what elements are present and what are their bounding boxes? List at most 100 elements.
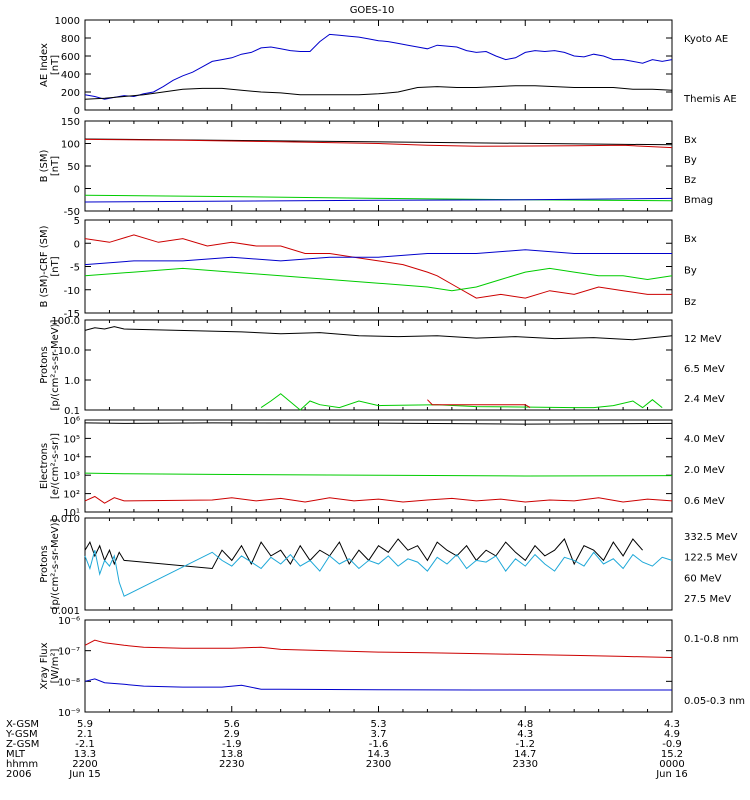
y-axis-label: [p/(cm²-s-sr-MeV)] bbox=[50, 518, 61, 609]
y-tick-label: 10⁻⁸ bbox=[58, 677, 80, 688]
y-tick-label: 0 bbox=[74, 106, 80, 117]
y-axis-label: [e/(cm²-s-sr)] bbox=[50, 433, 61, 499]
y-axis-label: Protons bbox=[39, 346, 50, 383]
x-axis-value: 14.7 bbox=[514, 749, 536, 760]
y-tick-label: 50 bbox=[67, 162, 80, 173]
series-line-0-05-0-3-nm bbox=[84, 678, 672, 691]
series-line-6-5-mev bbox=[260, 393, 663, 411]
x-axis-row-label: X-GSM bbox=[6, 719, 39, 730]
panel-5: 10¹ 10² 10³ 10⁴ 10⁵ 10⁶ Electrons [e/(cm²-s-sr)… bbox=[39, 416, 725, 519]
y-tick-label: 100 bbox=[61, 140, 80, 151]
y-tick-label: -15 bbox=[64, 309, 80, 320]
y-tick-label: 0 bbox=[74, 185, 80, 196]
x-axis-value: -2.1 bbox=[75, 739, 95, 750]
y-tick-label: 10⁻⁷ bbox=[58, 647, 80, 658]
x-axis-value: 5.6 bbox=[224, 719, 240, 730]
y-tick-label: 200 bbox=[61, 88, 80, 99]
y-tick-label: 600 bbox=[61, 52, 80, 63]
x-axis-row-label: Y-GSM bbox=[5, 729, 38, 740]
legend-entry: 6.5 MeV bbox=[684, 364, 725, 375]
x-axis-value: 2300 bbox=[366, 759, 391, 770]
y-tick-label: 10⁻⁹ bbox=[58, 708, 80, 719]
y-tick-label: 10² bbox=[63, 490, 80, 501]
x-axis-value: 0000 bbox=[659, 759, 684, 770]
x-axis-value: Jun 15 bbox=[68, 769, 101, 780]
legend-entry: 60 MeV bbox=[684, 573, 722, 584]
panel-frame bbox=[84, 319, 673, 411]
legend-entry: By bbox=[684, 155, 697, 166]
x-axis-value: 4.3 bbox=[664, 719, 680, 730]
legend-entry: 0.05-0.3 nm bbox=[684, 696, 745, 707]
legend-entry: 2.0 MeV bbox=[684, 465, 725, 476]
x-axis-value: 14.3 bbox=[367, 749, 389, 760]
legend-entry: Kyoto AE bbox=[684, 34, 728, 45]
series-line-bx bbox=[84, 249, 672, 266]
x-axis-row-label: Z-GSM bbox=[6, 739, 39, 750]
x-axis-table: X-GSM 5.9 5.6 5.3 4.8 4.3Y-GSM 2.1 2.9 3.7 4.3 4.9… bbox=[5, 719, 688, 780]
y-tick-label: 5 bbox=[74, 216, 80, 227]
series-line-bx bbox=[84, 197, 673, 203]
x-axis-row-label: hhmm bbox=[6, 759, 38, 770]
y-axis-label: B (SM) bbox=[39, 149, 50, 182]
y-axis-label: [p/(cm²-s-sr-MeV)] bbox=[50, 319, 61, 410]
x-axis-value: 2.1 bbox=[77, 729, 93, 740]
panel-7: 10⁻⁹ 10⁻⁸ 10⁻⁷ 10⁻⁶ Xray Flux [W/m²] 0.1-0.8 n… bbox=[39, 616, 745, 719]
x-axis-value: 13.3 bbox=[74, 749, 96, 760]
y-tick-label: 10⁴ bbox=[63, 453, 80, 464]
legend-entry: 0.1-0.8 nm bbox=[684, 634, 739, 645]
y-axis-label: [W/m²] bbox=[50, 648, 61, 683]
series-line-0-6-mev bbox=[84, 422, 673, 425]
legend-entry: 0.6 MeV bbox=[684, 496, 725, 507]
x-axis-row-label: MLT bbox=[6, 749, 26, 760]
legend-entry: Bx bbox=[684, 135, 697, 146]
panel-frame bbox=[84, 219, 673, 314]
x-axis-value: 15.2 bbox=[661, 749, 683, 760]
legend-entry: By bbox=[684, 266, 697, 277]
x-axis-value: Jun 16 bbox=[655, 769, 688, 780]
series-line-2-4-mev bbox=[84, 326, 673, 341]
x-axis-row-label: 2006 bbox=[6, 769, 31, 780]
series-line-12-mev bbox=[427, 399, 531, 409]
y-tick-label: 10¹ bbox=[63, 508, 80, 519]
series-line-by bbox=[84, 267, 673, 292]
y-tick-label: -50 bbox=[64, 207, 80, 218]
x-axis-value: -1.9 bbox=[222, 739, 242, 750]
x-axis-value: -1.2 bbox=[515, 739, 535, 750]
x-axis-value: 4.9 bbox=[664, 729, 680, 740]
y-tick-label: 0.1 bbox=[64, 406, 80, 417]
series-line-themis-ae bbox=[84, 85, 673, 100]
legend-entry: Bz bbox=[684, 175, 696, 186]
panel-6: 0.001 0.010 Protons [p/(cm²-s-sr-MeV)] 332.5… bbox=[39, 514, 738, 617]
panel-frame bbox=[84, 419, 673, 513]
y-tick-label: 10⁵ bbox=[63, 434, 80, 445]
series-line-27-5-mev bbox=[84, 538, 643, 570]
x-axis-value: 13.8 bbox=[221, 749, 243, 760]
y-tick-label: 10⁶ bbox=[63, 416, 80, 427]
panel-frame bbox=[84, 120, 673, 212]
y-tick-label: 0 bbox=[74, 239, 80, 250]
panel-frame bbox=[84, 19, 673, 111]
y-tick-label: 0.010 bbox=[51, 514, 80, 525]
legend-entry: Bz bbox=[684, 297, 696, 308]
panel-4: 0.1 1.0 10.0 100.0 Protons [p/(cm²-s-sr-MeV)]… bbox=[39, 316, 725, 417]
y-tick-label: -10 bbox=[64, 286, 80, 297]
x-axis-value: 2.9 bbox=[224, 729, 240, 740]
legend-entry: 122.5 MeV bbox=[684, 553, 738, 564]
y-axis-label: [nT] bbox=[50, 256, 61, 276]
legend-entry: 2.4 MeV bbox=[684, 394, 725, 405]
panel-1: 0 200 400 600 800 1000 AE Index [nT] Kyoto AE The… bbox=[39, 16, 737, 117]
y-tick-label: 1.0 bbox=[64, 376, 80, 387]
y-tick-label: 400 bbox=[61, 70, 80, 81]
y-tick-label: 10.0 bbox=[58, 346, 80, 357]
x-axis-value: 5.9 bbox=[77, 719, 93, 730]
figure-title: GOES-10 bbox=[350, 5, 395, 16]
y-axis-label: [nT] bbox=[50, 55, 61, 75]
y-axis-label: Xray Flux bbox=[39, 642, 50, 689]
x-axis-value: 2330 bbox=[513, 759, 538, 770]
panel-2: -50 0 50 100 150 B (SM) [nT] Bx By Bz Bmag bbox=[39, 117, 713, 218]
y-tick-label: 1000 bbox=[55, 16, 80, 27]
series-line-bz bbox=[84, 234, 672, 299]
legend-entry: 332.5 MeV bbox=[684, 532, 738, 543]
